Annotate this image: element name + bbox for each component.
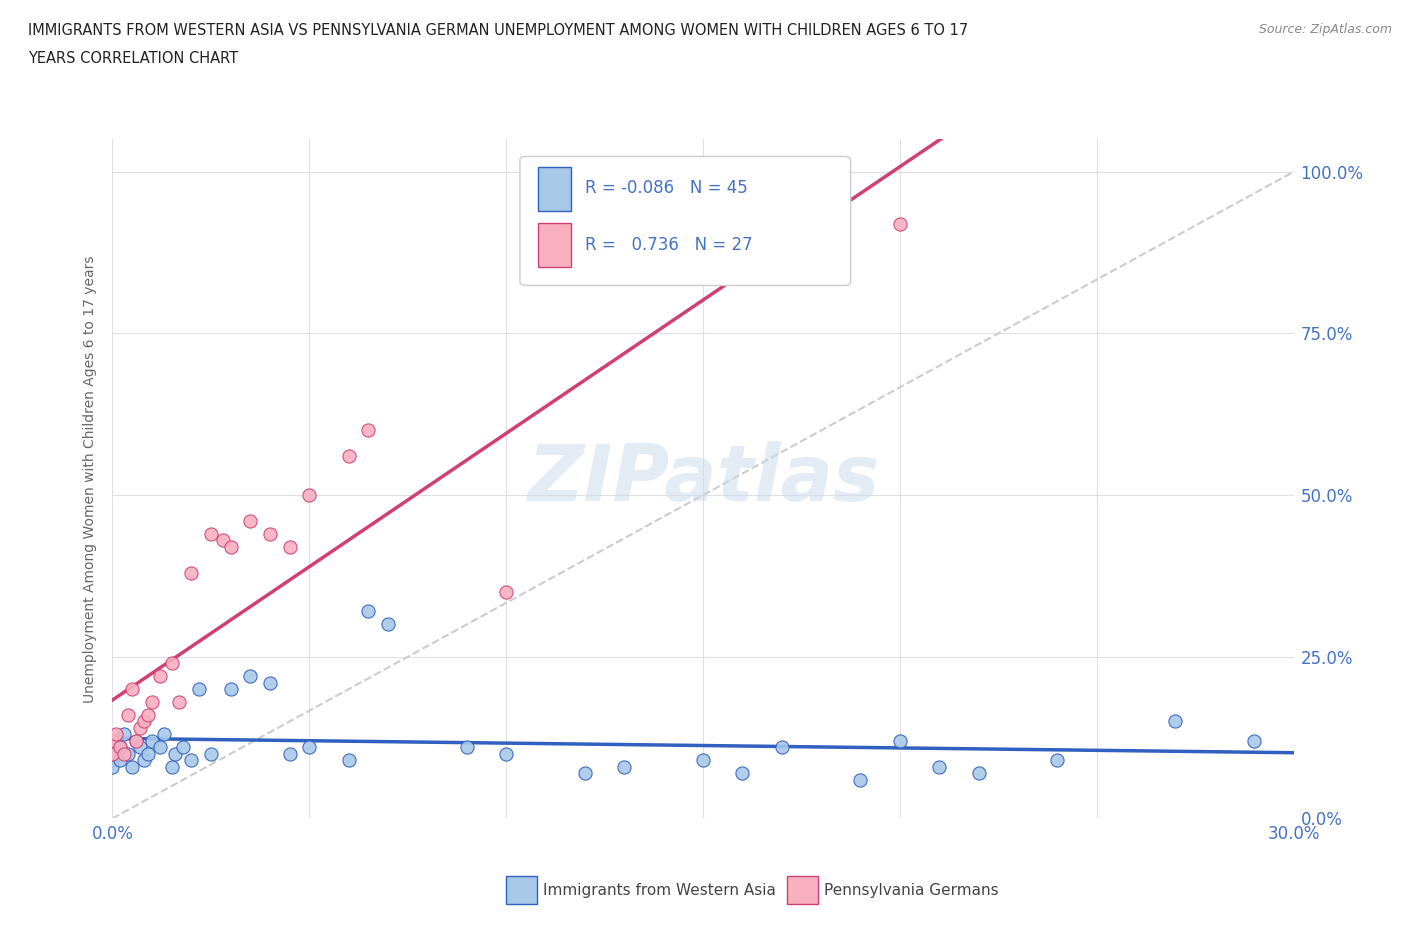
Point <box>337 752 360 767</box>
Point <box>172 740 194 755</box>
Point <box>117 708 139 723</box>
Point <box>357 604 380 619</box>
Bar <box>537 166 571 211</box>
Text: Source: ZipAtlas.com: Source: ZipAtlas.com <box>1258 23 1392 36</box>
Point <box>105 746 128 761</box>
Point <box>731 765 754 780</box>
Point <box>889 734 911 749</box>
Text: IMMIGRANTS FROM WESTERN ASIA VS PENNSYLVANIA GERMAN UNEMPLOYMENT AMONG WOMEN WIT: IMMIGRANTS FROM WESTERN ASIA VS PENNSYLV… <box>28 23 969 38</box>
Point <box>121 682 143 697</box>
Point <box>239 669 262 684</box>
Point <box>219 539 242 554</box>
Point <box>169 695 191 710</box>
Point <box>160 656 183 671</box>
Point <box>101 734 124 749</box>
Point <box>165 746 187 761</box>
Point <box>770 740 793 755</box>
Point <box>180 752 202 767</box>
Point <box>574 765 596 780</box>
Point <box>298 740 321 755</box>
Text: YEARS CORRELATION CHART: YEARS CORRELATION CHART <box>28 51 238 66</box>
Point <box>129 721 152 736</box>
Point <box>1046 752 1069 767</box>
Point <box>200 526 222 541</box>
Point <box>188 682 211 697</box>
Bar <box>537 223 571 267</box>
Point <box>613 759 636 774</box>
Point <box>692 752 714 767</box>
Point <box>149 669 172 684</box>
Point <box>117 746 139 761</box>
Point <box>928 759 950 774</box>
Point <box>211 533 233 548</box>
Point <box>141 734 163 749</box>
Point <box>278 746 301 761</box>
Point <box>101 759 124 774</box>
Point <box>125 734 148 749</box>
Point <box>152 727 174 742</box>
Point <box>149 740 172 755</box>
Point <box>101 740 124 755</box>
Point <box>1164 714 1187 729</box>
Point <box>377 617 399 631</box>
Point <box>337 449 360 464</box>
Point <box>495 746 517 761</box>
Point <box>110 740 132 755</box>
Text: R = -0.086   N = 45: R = -0.086 N = 45 <box>585 179 748 197</box>
Point <box>180 565 202 580</box>
Y-axis label: Unemployment Among Women with Children Ages 6 to 17 years: Unemployment Among Women with Children A… <box>83 255 97 703</box>
Point <box>967 765 990 780</box>
Point <box>110 740 132 755</box>
Point <box>456 740 478 755</box>
Point <box>278 539 301 554</box>
Text: ZIPatlas: ZIPatlas <box>527 441 879 517</box>
Point <box>239 513 262 528</box>
Point <box>200 746 222 761</box>
Point <box>259 675 281 690</box>
Point <box>112 727 135 742</box>
Point <box>495 585 517 600</box>
Point <box>101 752 124 767</box>
Point <box>105 727 128 742</box>
Point <box>132 752 155 767</box>
Point <box>259 526 281 541</box>
Point <box>132 714 155 729</box>
Point <box>357 423 380 438</box>
FancyBboxPatch shape <box>520 156 851 286</box>
Point <box>298 487 321 502</box>
Point <box>160 759 183 774</box>
Point <box>129 740 152 755</box>
Point <box>141 695 163 710</box>
Point <box>112 746 135 761</box>
Text: Immigrants from Western Asia: Immigrants from Western Asia <box>543 883 776 897</box>
Point <box>1243 734 1265 749</box>
Text: Pennsylvania Germans: Pennsylvania Germans <box>824 883 998 897</box>
Point <box>889 216 911 231</box>
Point <box>136 746 159 761</box>
Point <box>136 708 159 723</box>
Point <box>110 752 132 767</box>
Point <box>121 759 143 774</box>
Point <box>849 772 872 787</box>
Text: R =   0.736   N = 27: R = 0.736 N = 27 <box>585 235 752 254</box>
Point <box>101 746 124 761</box>
Point <box>125 734 148 749</box>
Point <box>105 734 128 749</box>
Point <box>219 682 242 697</box>
